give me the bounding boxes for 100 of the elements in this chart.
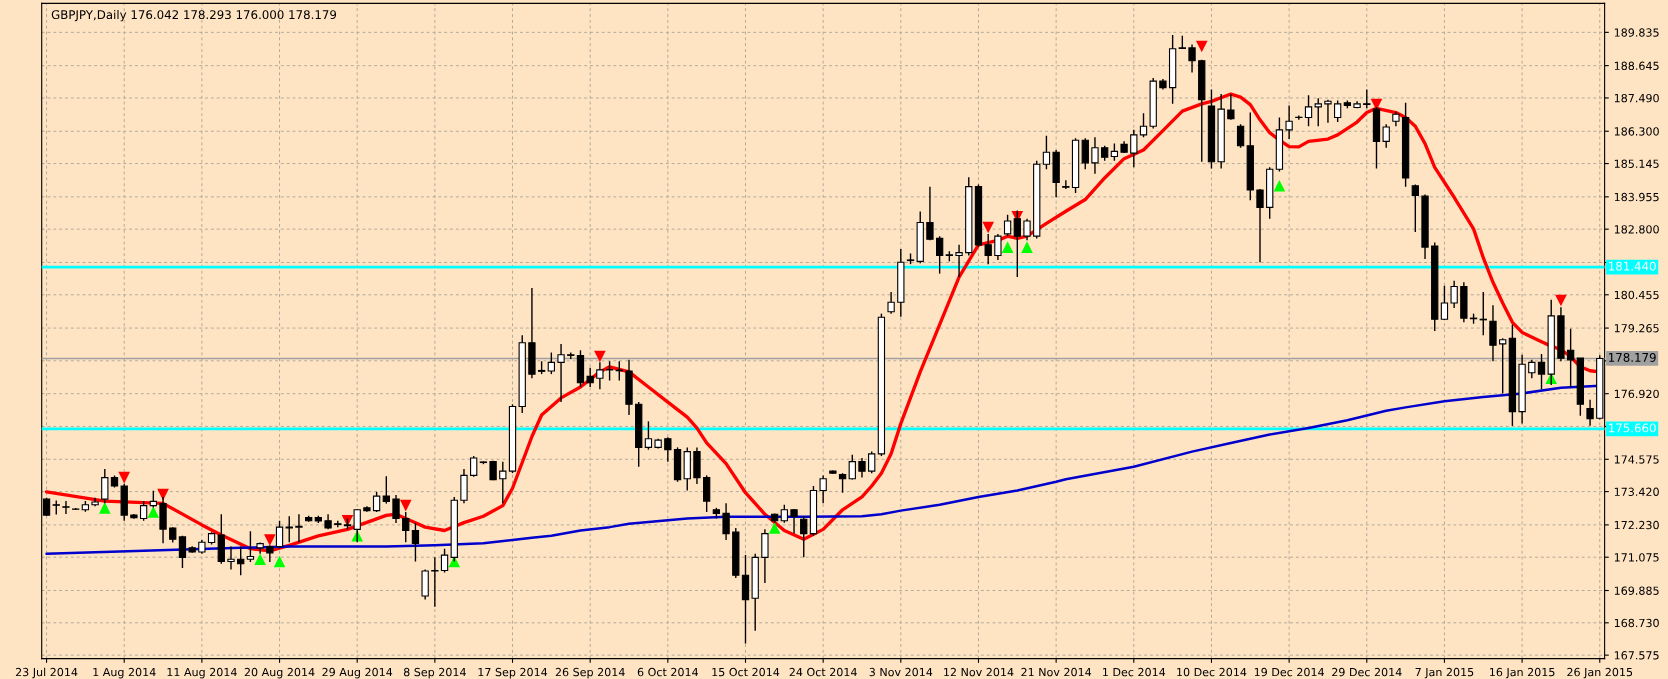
- candlestick: [1586, 399, 1594, 427]
- candlestick: [557, 343, 565, 403]
- point: [157, 488, 169, 501]
- point: [147, 506, 160, 518]
- candlestick: [1062, 179, 1070, 190]
- candlestick: [1023, 218, 1031, 242]
- candlestick: [499, 460, 507, 505]
- candlestick: [470, 455, 478, 478]
- candlestick: [790, 508, 798, 535]
- candlestick: [838, 472, 847, 494]
- x-tick-label: 19 Dec 2014: [1254, 667, 1324, 677]
- candlestick: [722, 502, 730, 541]
- x-tick-label: 17 Sep 2014: [478, 667, 548, 679]
- candlestick: [285, 515, 293, 543]
- point: [1195, 40, 1208, 53]
- candlestick: [868, 450, 876, 474]
- y-tick-label: 179.265: [1614, 324, 1659, 333]
- y-tick-label: 189.835: [1614, 28, 1659, 37]
- candlestick: [295, 513, 303, 543]
- y-tick-label: 180.455: [1614, 290, 1659, 300]
- candlestick: [139, 500, 148, 522]
- y-tick-label: 188.645: [1614, 61, 1659, 71]
- candlestick: [1227, 93, 1235, 121]
- ref-line-label: 175.660: [1609, 423, 1656, 433]
- x-tick-label: 8 Sep 2014: [403, 667, 466, 679]
- candlestick: [178, 535, 187, 569]
- candlestick: [1411, 183, 1419, 233]
- candlestick: [1314, 97, 1322, 127]
- x-tick-label: 16 Jan 2015: [1490, 667, 1555, 679]
- y-tick-label: 173.420: [1614, 487, 1659, 496]
- ref-line-label: 181.440: [1609, 261, 1656, 271]
- candlestick: [1382, 123, 1390, 149]
- candlestick: [1333, 99, 1342, 123]
- candlestick: [586, 366, 594, 388]
- candlestick: [605, 360, 614, 382]
- candlestick: [644, 420, 653, 451]
- y-tick-label: 186.300: [1614, 127, 1659, 136]
- candlestick: [1324, 98, 1332, 124]
- point: [1001, 241, 1014, 253]
- candlestick: [1013, 209, 1021, 278]
- y-tick-label: 182.800: [1614, 225, 1659, 234]
- x-tick-label: 24 Oct 2014: [789, 667, 857, 677]
- candlestick: [935, 235, 944, 275]
- x-tick-label: 21 Nov 2014: [1021, 667, 1092, 677]
- candlestick: [984, 233, 992, 265]
- candlestick: [1440, 284, 1449, 321]
- point: [254, 553, 266, 566]
- x-tick-label: 29 Aug 2014: [322, 667, 393, 679]
- point: [264, 534, 276, 546]
- x-tick-label: 11 Aug 2014: [167, 667, 237, 679]
- candlestick: [703, 474, 711, 513]
- y-tick-label: 171.075: [1614, 553, 1659, 562]
- candlestick: [411, 521, 420, 563]
- candlestick: [1256, 188, 1264, 263]
- y-tick-label: 176.920: [1614, 389, 1659, 399]
- point: [982, 221, 994, 234]
- candlestick: [431, 556, 439, 608]
- candlestick: [994, 233, 1002, 261]
- candlestick: [1081, 137, 1089, 170]
- point: [399, 499, 412, 512]
- y-tick-label: 169.885: [1614, 586, 1659, 595]
- x-tick-label: 20 Aug 2014: [244, 667, 315, 679]
- y-tick-label: 167.575: [1614, 651, 1659, 660]
- candlestick: [800, 515, 808, 559]
- candlestick: [1188, 43, 1196, 74]
- candlestick: [62, 500, 70, 515]
- candlestick: [1304, 94, 1313, 127]
- x-tick-label: 23 Jul 2014: [15, 667, 78, 679]
- candlestick: [1042, 135, 1051, 170]
- candlestick: [664, 436, 672, 463]
- y-tick-label: 185.145: [1614, 159, 1659, 168]
- y-tick-label: 172.230: [1614, 520, 1659, 530]
- x-tick-label: 29 Dec 2014: [1332, 667, 1402, 677]
- candlestick: [1236, 123, 1245, 149]
- candlestick: [1003, 213, 1012, 237]
- x-tick-label: 15 Oct 2014: [712, 667, 780, 677]
- candlestick: [1450, 279, 1458, 309]
- candlestick: [926, 185, 934, 242]
- x-tick-label: 1 Aug 2014: [93, 667, 156, 679]
- candlestick: [1499, 337, 1507, 395]
- candlestick: [848, 453, 856, 481]
- point: [1273, 180, 1286, 192]
- candlestick: [1130, 129, 1138, 169]
- y-tick-label: 183.955: [1614, 192, 1659, 202]
- x-tick-label: 26 Sep 2014: [555, 667, 625, 679]
- point: [768, 522, 781, 534]
- candlestick: [547, 351, 556, 375]
- x-tick-label: 12 Nov 2014: [944, 667, 1014, 677]
- x-tick-label: 6 Oct 2014: [637, 667, 699, 677]
- candlestick: [353, 508, 361, 543]
- candlestick: [402, 511, 410, 543]
- candlestick: [1528, 359, 1536, 379]
- point: [594, 350, 606, 363]
- x-tick-label: 3 Nov 2014: [869, 667, 933, 677]
- point: [118, 471, 131, 484]
- y-tick-label: 168.730: [1614, 618, 1659, 628]
- candlestick: [887, 291, 895, 315]
- y-tick-label: 174.575: [1614, 455, 1659, 464]
- candlestick: [382, 475, 390, 505]
- candlestick: [1363, 88, 1371, 110]
